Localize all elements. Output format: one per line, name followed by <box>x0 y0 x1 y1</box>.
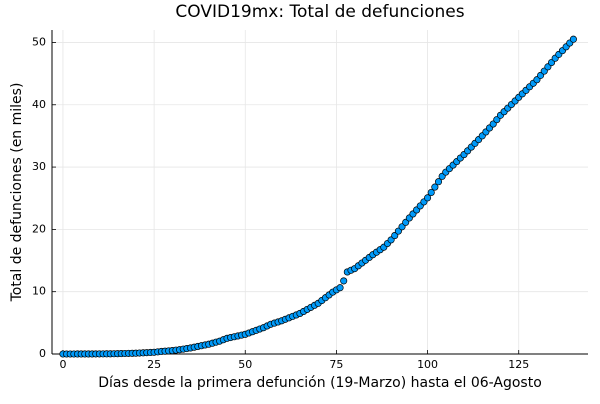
data-point <box>336 284 344 292</box>
data-point <box>427 188 435 197</box>
y-tick-label: 20 <box>32 222 46 235</box>
x-tick-label: 75 <box>329 358 343 371</box>
data-point <box>424 194 432 202</box>
y-axis-label: Total de defunciones (en miles) <box>9 83 25 303</box>
y-tick-label: 30 <box>32 160 46 173</box>
x-tick-label: 25 <box>147 358 161 371</box>
x-tick-label: 125 <box>508 358 529 371</box>
x-tick-label: 50 <box>238 358 252 371</box>
y-tick-label: 0 <box>39 347 46 360</box>
y-tick-label: 50 <box>32 35 46 48</box>
y-tick-label: 10 <box>32 285 46 298</box>
chart-title: COVID19mx: Total de defunciones <box>175 2 464 22</box>
data-point <box>569 35 577 43</box>
data-point <box>431 183 439 191</box>
data-point <box>340 277 348 285</box>
x-tick-label: 0 <box>59 358 66 371</box>
data-point <box>434 178 443 186</box>
x-tick-label: 100 <box>417 358 438 371</box>
y-tick-label: 40 <box>32 98 46 111</box>
x-axis-label: Días desde la primera defunción (19-Marz… <box>98 375 542 391</box>
